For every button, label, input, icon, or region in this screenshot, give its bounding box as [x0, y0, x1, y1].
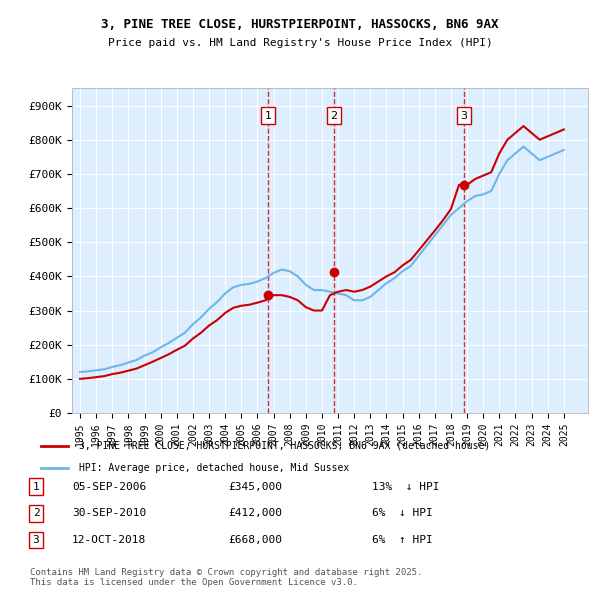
Text: £412,000: £412,000	[228, 509, 282, 518]
Text: 6%  ↑ HPI: 6% ↑ HPI	[372, 535, 433, 545]
Text: 05-SEP-2006: 05-SEP-2006	[72, 482, 146, 491]
Text: HPI: Average price, detached house, Mid Sussex: HPI: Average price, detached house, Mid …	[79, 463, 349, 473]
Text: 2: 2	[32, 509, 40, 518]
Text: Contains HM Land Registry data © Crown copyright and database right 2025.
This d: Contains HM Land Registry data © Crown c…	[30, 568, 422, 587]
Text: 12-OCT-2018: 12-OCT-2018	[72, 535, 146, 545]
Text: £345,000: £345,000	[228, 482, 282, 491]
Text: Price paid vs. HM Land Registry's House Price Index (HPI): Price paid vs. HM Land Registry's House …	[107, 38, 493, 48]
Text: 2: 2	[331, 111, 338, 121]
Text: 3, PINE TREE CLOSE, HURSTPIERPOINT, HASSOCKS, BN6 9AX (detached house): 3, PINE TREE CLOSE, HURSTPIERPOINT, HASS…	[79, 441, 490, 451]
Text: £668,000: £668,000	[228, 535, 282, 545]
Text: 3: 3	[460, 111, 467, 121]
Text: 1: 1	[32, 482, 40, 491]
Text: 6%  ↓ HPI: 6% ↓ HPI	[372, 509, 433, 518]
Text: 13%  ↓ HPI: 13% ↓ HPI	[372, 482, 439, 491]
Text: 1: 1	[265, 111, 272, 121]
Text: 30-SEP-2010: 30-SEP-2010	[72, 509, 146, 518]
Text: 3: 3	[32, 535, 40, 545]
Text: 3, PINE TREE CLOSE, HURSTPIERPOINT, HASSOCKS, BN6 9AX: 3, PINE TREE CLOSE, HURSTPIERPOINT, HASS…	[101, 18, 499, 31]
